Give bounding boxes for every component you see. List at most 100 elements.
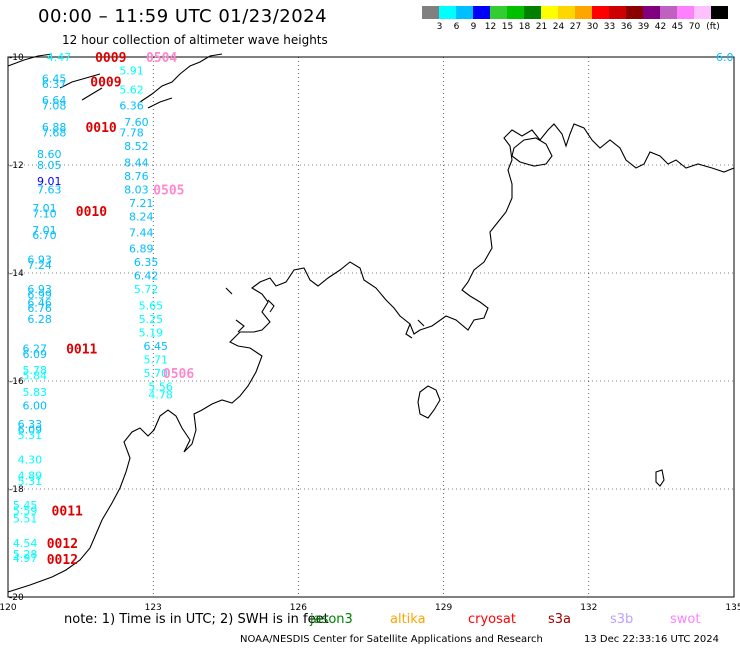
wave-height-reading: 8.24 — [129, 210, 154, 223]
lon-tick-label: 132 — [580, 603, 597, 613]
lon-tick-label: 135 — [725, 603, 740, 613]
wave-height-reading: 6.09 — [23, 348, 48, 361]
wave-height-reading: 8.44 — [124, 156, 149, 169]
kimberley-islands — [225, 287, 425, 339]
pass-number-label: 0010 — [76, 205, 107, 220]
legend-swatch — [626, 6, 643, 19]
pass-number-label: 0010 — [85, 121, 116, 136]
pass-number-label: 0504 — [146, 51, 177, 66]
wave-height-reading: 5.62 — [119, 83, 144, 96]
wave-height-reading: 6.88 — [42, 121, 67, 134]
wave-height-reading: 6.09 — [18, 424, 43, 437]
wave-height-reading: 6.0 — [716, 51, 734, 64]
legend-level-label: 18 — [518, 22, 531, 32]
legend-level-label: 45 — [671, 22, 684, 32]
wave-height-reading: 7.01 — [32, 224, 57, 237]
map-title: 00:00 – 11:59 UTC 01/23/2024 — [38, 6, 328, 27]
lat-tick-label: -18 — [9, 485, 24, 495]
legend-swatch — [660, 6, 677, 19]
map-frame — [7, 56, 735, 598]
legend-swatch — [711, 6, 728, 19]
wave-height-reading: 6.45 — [42, 73, 67, 86]
legend-swatch — [609, 6, 626, 19]
wave-height-reading: 6.99 — [27, 289, 52, 302]
legend-swatch — [677, 6, 694, 19]
wave-height-reading: 8.60 — [37, 148, 62, 161]
wave-height-reading: 5.91 — [119, 65, 144, 78]
legend-swatch — [575, 6, 592, 19]
wave-height-reading: 5.51 — [13, 513, 38, 526]
credit-line: NOAA/NESDIS Center for Satellite Applica… — [240, 634, 543, 645]
legend-swatch — [490, 6, 507, 19]
small-island-east — [655, 469, 665, 487]
coastline — [7, 53, 735, 593]
lat-tick-label: -20 — [9, 593, 24, 603]
legend-swatch — [507, 6, 524, 19]
legend-swatch — [422, 6, 439, 19]
wave-height-reading: 7.60 — [124, 116, 149, 129]
legend-swatch — [558, 6, 575, 19]
legend-swatch — [643, 6, 660, 19]
lat-tick-label: -16 — [9, 377, 24, 387]
legend-swatch — [541, 6, 558, 19]
legend-swatch — [473, 6, 490, 19]
wave-height-reading: 4.78 — [148, 389, 173, 402]
legend-level-label: 24 — [552, 22, 565, 32]
wave-height-reading: 5.83 — [23, 386, 48, 399]
legend-level-label: 36 — [620, 22, 633, 32]
lon-tick-label: 129 — [435, 603, 452, 613]
wave-height-reading: 4.30 — [18, 453, 43, 466]
wave-height-reading: 7.63 — [37, 183, 62, 196]
wave-height-reading: 6.89 — [129, 243, 154, 256]
wave-height-reading: 6.35 — [134, 256, 159, 269]
pass-number-label: 0011 — [52, 505, 83, 520]
map-border — [7, 56, 735, 598]
legend-level-label: 12 — [484, 22, 497, 32]
wave-height-reading: 8.03 — [124, 183, 149, 196]
axis-labels: 120 123 126 129 132 135 -10 -12 -14 -16 -18 -20 — [0, 53, 740, 613]
wave-height-reading: 5.65 — [139, 299, 164, 312]
wave-height-reading: 7.78 — [119, 127, 144, 140]
wave-height-reading: 5.78 — [23, 364, 48, 377]
lon-tick-label: 126 — [290, 603, 307, 613]
wave-height-reading: 6.64 — [42, 94, 67, 107]
wave-height-reading: 5.70 — [144, 367, 169, 380]
wave-height-reading: 5.31 — [18, 429, 43, 442]
lat-tick-label: -14 — [9, 269, 24, 279]
wave-height-reading: 5.19 — [139, 326, 164, 339]
wave-height-reading: 6.46 — [27, 297, 52, 310]
wave-height-reading: 5.72 — [134, 283, 159, 296]
satellite-legend-altika: altika — [390, 612, 426, 627]
wave-height-reading: 6.45 — [144, 340, 169, 353]
wave-height-reading: 6.93 — [27, 254, 52, 267]
wave-height-reading: 5.84 — [23, 370, 48, 383]
pass-number-label: 0009 — [90, 75, 121, 90]
northwest-australia-coast — [7, 123, 735, 593]
wave-height-reading: 7.24 — [27, 259, 52, 272]
lat-tick-label: -10 — [9, 53, 24, 63]
legend-level-label: 3 — [436, 22, 443, 32]
satellite-legend-s3a: s3a — [548, 612, 572, 627]
wave-height-reading: 7.01 — [32, 202, 57, 215]
units-note: note: 1) Time is in UTC; 2) SWH is in fe… — [64, 612, 329, 627]
wave-height-reading: 6.28 — [27, 313, 52, 326]
wave-height-reading: 4.47 — [47, 51, 72, 64]
wave-height-reading: 4.97 — [13, 552, 38, 565]
legend-swatch — [439, 6, 456, 19]
wave-height-reading: 6.36 — [119, 100, 144, 113]
legend-swatch — [524, 6, 541, 19]
melville-island — [511, 137, 553, 167]
satellite-pass-labels: 0009 0504 0009 0010 0505 0010 0011 0506 0011 0012… — [47, 51, 195, 568]
wave-height-reading: 5.28 — [13, 548, 38, 561]
wave-height-reading: 6.93 — [27, 283, 52, 296]
generated-timestamp: 13 Dec 22:33:16 UTC 2024 — [584, 634, 719, 645]
lat-tick-label: -12 — [9, 161, 24, 171]
pass-number-label: 0009 — [95, 51, 126, 66]
wave-height-reading: 5.71 — [144, 353, 169, 366]
legend-level-label: 6 — [453, 22, 460, 32]
lon-tick-label: 123 — [145, 603, 162, 613]
wave-height-reading: 7.68 — [42, 127, 67, 140]
legend-swatch — [456, 6, 473, 19]
wave-height-reading: 7.08 — [42, 100, 67, 113]
wave-height-reading: 6.42 — [134, 270, 159, 283]
